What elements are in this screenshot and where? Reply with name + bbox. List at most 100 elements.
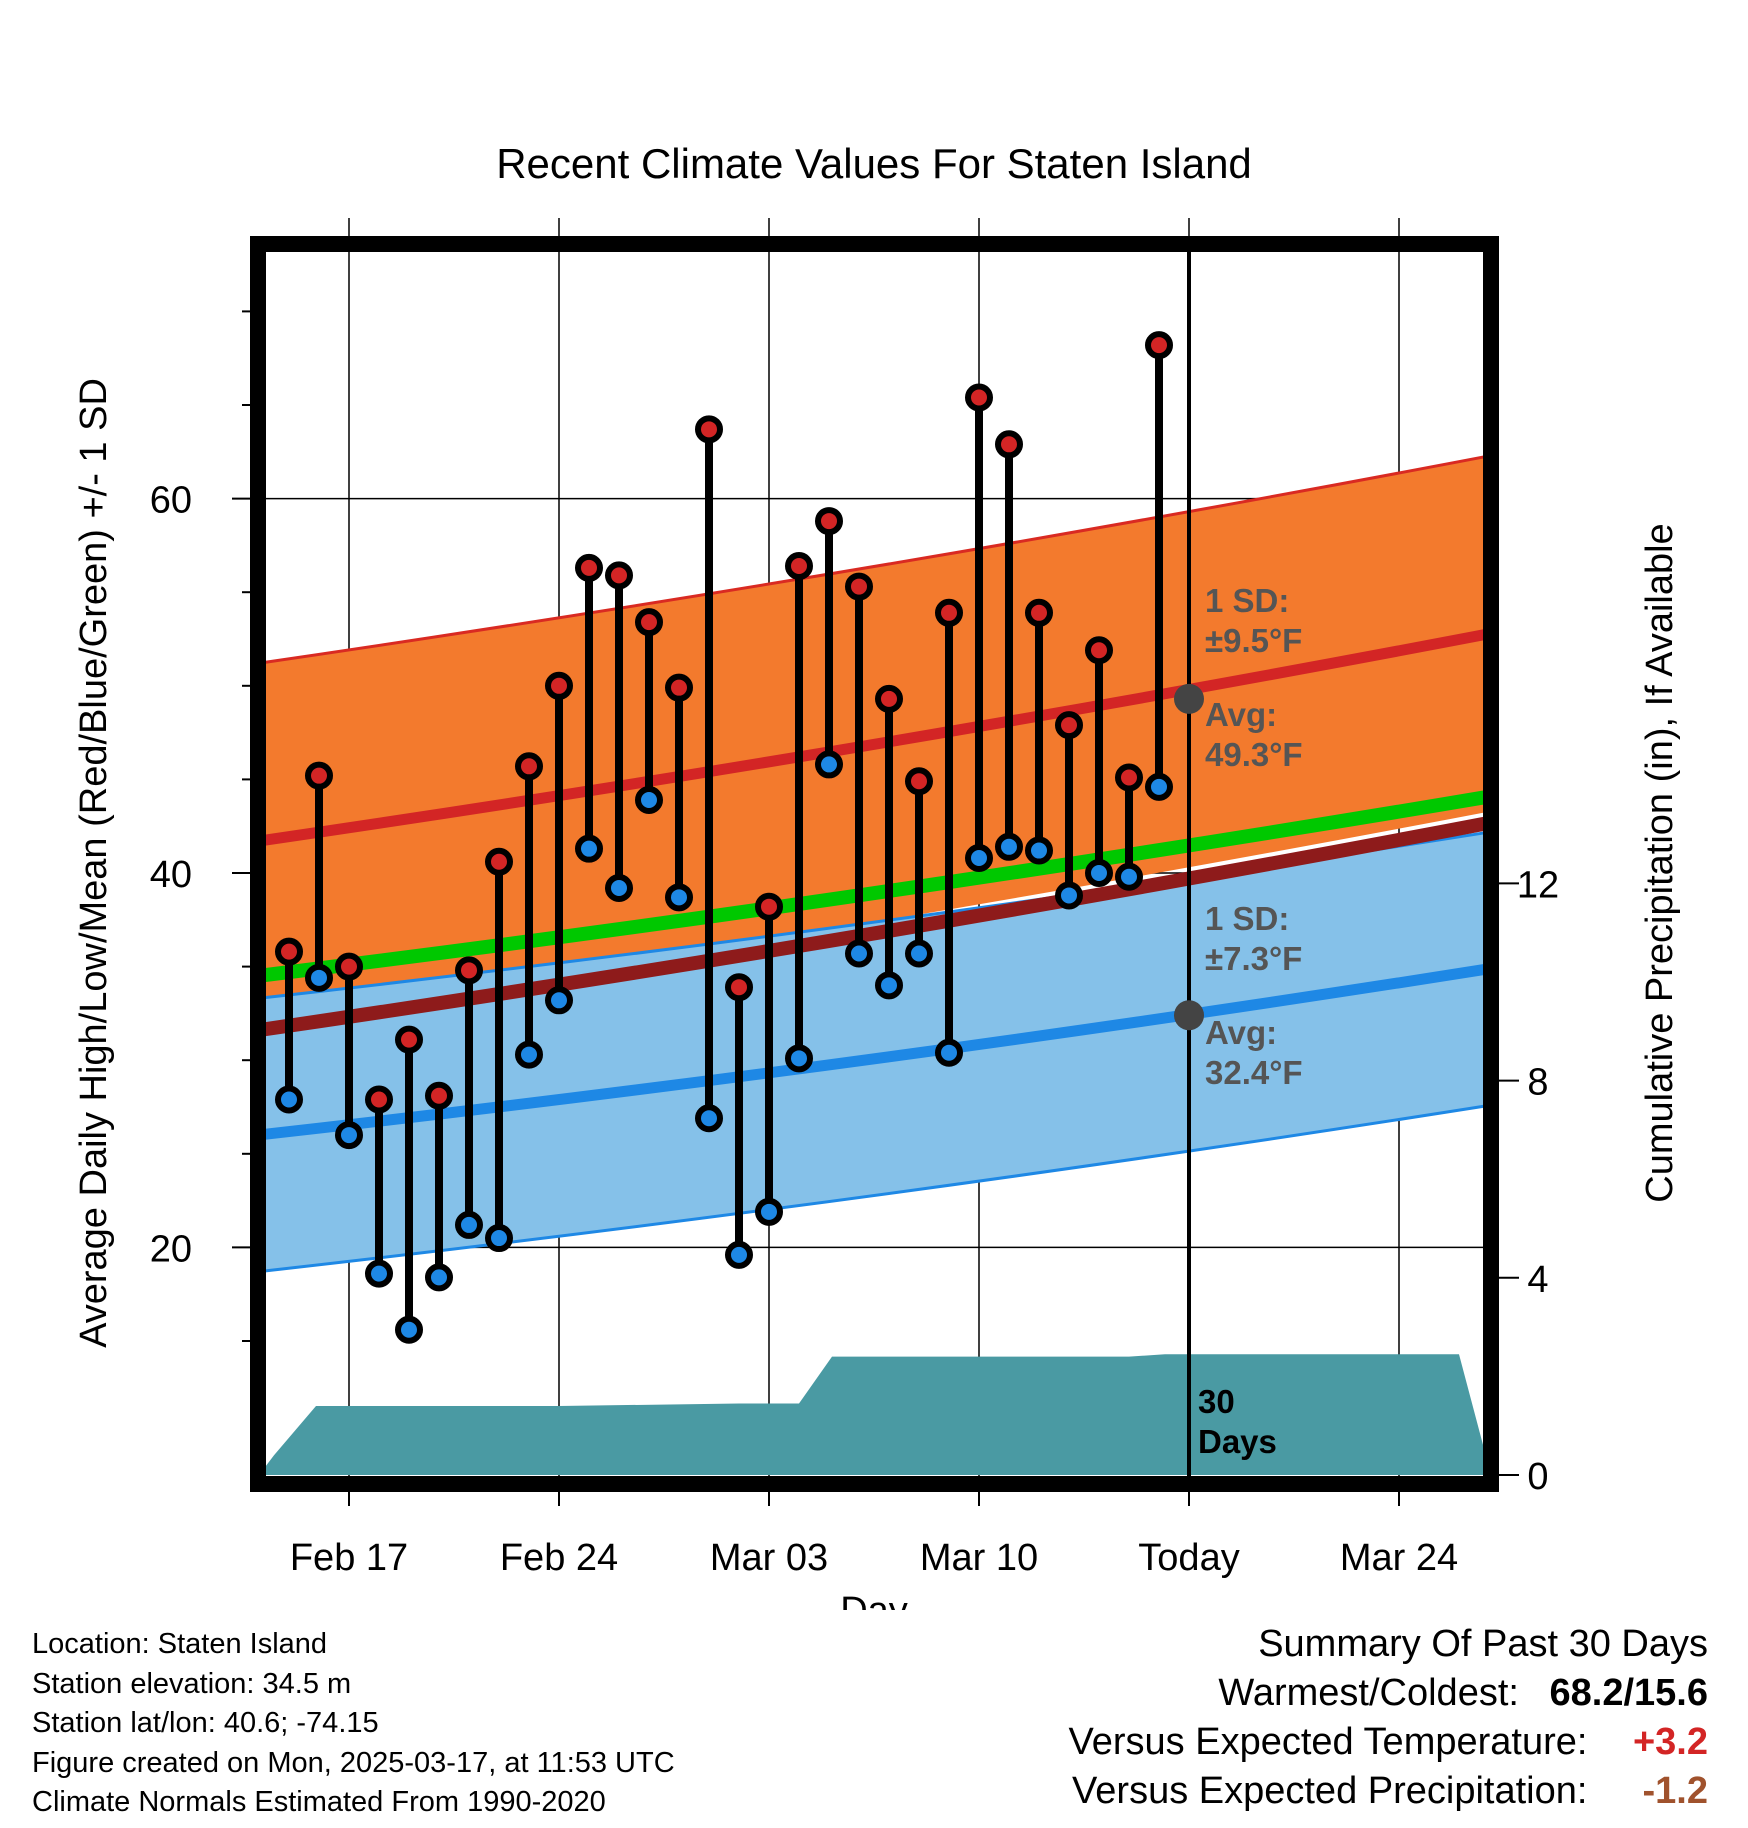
y-axis-title: Average Daily High/Low/Mean (Red/Blue/Gr…: [73, 378, 115, 1348]
daily-high-point: [395, 1025, 423, 1054]
daily-low-point: [365, 1259, 393, 1288]
daily-high-point: [485, 847, 513, 876]
y2-tick-label: 0: [1527, 1456, 1548, 1498]
chart-title: Recent Climate Values For Staten Island: [496, 140, 1252, 187]
daily-low-point: [695, 1104, 723, 1133]
daily-high-point: [425, 1081, 453, 1110]
daily-high-point: [455, 956, 483, 985]
daily-low-point: [965, 844, 993, 873]
daily-high-point: [1025, 598, 1053, 627]
daily-high-point: [785, 551, 813, 580]
daily-low-point: [275, 1085, 303, 1114]
daily-high-point: [755, 892, 783, 921]
daily-low-point: [1055, 881, 1083, 910]
daily-low-point: [785, 1044, 813, 1073]
summary-heading: Summary Of Past 30 Days: [1258, 1623, 1708, 1665]
daily-low-point: [425, 1263, 453, 1292]
daily-low-point: [575, 834, 603, 863]
precipitation: [258, 1354, 1491, 1475]
daily-high-point: [1055, 711, 1083, 740]
daily-high-point: [365, 1085, 393, 1114]
daily-low-point: [545, 986, 573, 1015]
daily-low-point: [875, 971, 903, 1000]
daily-high-point: [665, 673, 693, 702]
x-tick-label: Feb 24: [500, 1537, 618, 1579]
high-sd-label: 1 SD:: [1205, 582, 1289, 619]
y2-tick-label: 8: [1527, 1062, 1548, 1104]
versus-temp-value: +3.2: [1632, 1721, 1708, 1763]
daily-low-point: [515, 1040, 543, 1069]
daily-high-point: [605, 561, 633, 590]
daily-high-point: [935, 598, 963, 627]
daily-low-point: [1115, 862, 1143, 891]
y2-axis-title: Cumulative Precipitation (in), If Availa…: [1639, 523, 1681, 1202]
daily-high-point: [725, 973, 753, 1002]
versus-precip-label: Versus Expected Precipitation:: [1072, 1770, 1588, 1812]
daily-high-point: [995, 430, 1023, 459]
daily-low-point: [725, 1240, 753, 1269]
versus-temp-label: Versus Expected Temperature:: [1068, 1721, 1588, 1763]
plot-area: 1 SD: ±9.5°F Avg: 49.3°F 1 SD: ±7.3°F Av…: [250, 218, 1499, 1492]
daily-low-point: [905, 939, 933, 968]
daily-high-point: [545, 671, 573, 700]
daily-high-point: [1115, 763, 1143, 792]
daily-high-point: [1145, 331, 1173, 360]
summary-temp-row: Versus Expected Temperature: +3.2: [1069, 1718, 1708, 1767]
daily-low-point: [635, 785, 663, 814]
warmest-coldest-value: 68.2/15.6: [1549, 1672, 1708, 1714]
observations: [275, 331, 1173, 1344]
low-sd-label: 1 SD:: [1205, 900, 1289, 937]
summary-panel: Summary Of Past 30 Days Warmest/Coldest:…: [1069, 1620, 1708, 1816]
warmest-coldest-label: Warmest/Coldest:: [1218, 1672, 1519, 1714]
daily-high-point: [515, 752, 543, 781]
x-axis-title: Day: [840, 1590, 908, 1610]
x-tick-label: Feb 17: [290, 1537, 408, 1579]
daily-low-point: [605, 873, 633, 902]
footer-normals: Climate Normals Estimated From 1990-2020: [32, 1786, 606, 1818]
daily-high-point: [845, 572, 873, 601]
daily-high-point: [635, 608, 663, 637]
x-tick-label: Mar 10: [920, 1537, 1038, 1579]
x-tick-label: Today: [1138, 1537, 1239, 1579]
daily-low-point: [395, 1315, 423, 1344]
normal-mean-line: [257, 789, 1493, 983]
y-tick-label: 20: [150, 1228, 192, 1270]
normal-high-line: [257, 627, 1493, 847]
daily-low-point: [995, 832, 1023, 861]
low-sd-band: [258, 831, 1491, 1272]
footer-elevation: Station elevation: 34.5 m: [32, 1667, 352, 1700]
y-tick-label: 40: [150, 854, 192, 896]
daily-high-point: [575, 553, 603, 582]
y-axis-left: 20 40 60: [150, 310, 258, 1342]
daily-high-point: [695, 415, 723, 444]
high-sd-upper-edge: [257, 454, 1492, 665]
daily-high-point: [875, 684, 903, 713]
footer-created: Figure created on Mon, 2025-03-17, at 11…: [32, 1746, 675, 1779]
daily-high-point: [815, 507, 843, 536]
normal-bands: [256, 454, 1493, 1274]
high-avg-value: 49.3°F: [1205, 736, 1303, 773]
today-high-avg-dot: [1174, 683, 1204, 714]
summary-precip-row: Versus Expected Precipitation: -1.2: [1069, 1767, 1708, 1816]
y-tick-label: 60: [150, 480, 192, 522]
low-avg-label: Avg:: [1205, 1014, 1277, 1051]
footer-latlon: Station lat/lon: 40.6; -74.15: [32, 1707, 379, 1739]
y2-tick-label: 4: [1527, 1259, 1548, 1301]
daily-low-point: [755, 1197, 783, 1226]
footer-location: Location: Staten Island: [32, 1628, 328, 1660]
days-count: 30: [1198, 1383, 1235, 1420]
daily-high-point: [305, 761, 333, 790]
daily-high-point: [335, 952, 363, 981]
daily-low-point: [1145, 772, 1173, 801]
precip-area: [258, 1354, 1491, 1475]
daily-low-point: [935, 1038, 963, 1067]
today-low-avg-dot: [1174, 1000, 1204, 1031]
high-avg-label: Avg:: [1205, 696, 1277, 733]
plot-frame: [250, 236, 1499, 1492]
today-marker: [1174, 244, 1204, 1484]
daily-high-point: [965, 383, 993, 412]
annotations: 1 SD: ±9.5°F Avg: 49.3°F 1 SD: ±7.3°F Av…: [1198, 582, 1303, 1460]
x-tick-label: Mar 24: [1340, 1537, 1458, 1579]
daily-low-point: [1025, 836, 1053, 865]
climate-chart: Recent Climate Values For Staten Island …: [73, 140, 1681, 1610]
